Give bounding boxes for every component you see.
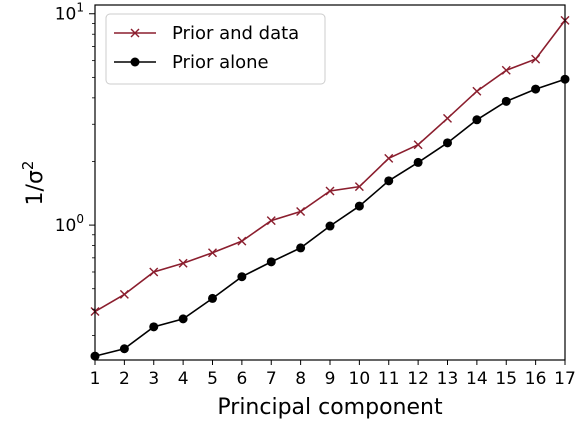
- data-point-prior-alone: [325, 221, 335, 231]
- data-point-prior-and-data: [266, 216, 276, 226]
- data-point-prior-and-data: [237, 236, 247, 246]
- data-point-prior-and-data: [208, 248, 217, 258]
- data-point-prior-alone: [237, 272, 247, 282]
- data-point-prior-alone: [472, 115, 482, 125]
- legend-marker-circle-icon: [130, 57, 140, 67]
- data-point-prior-and-data: [472, 86, 482, 96]
- data-point-prior-and-data: [501, 65, 511, 75]
- data-point-prior-and-data: [354, 182, 364, 192]
- legend-label-prior-and-data: Prior and data: [172, 23, 299, 44]
- data-point-prior-alone: [384, 176, 394, 186]
- plot-area: [90, 15, 570, 361]
- x-tick-label: 12: [407, 369, 429, 389]
- legend-label-prior-alone: Prior alone: [172, 52, 269, 73]
- data-point-prior-alone: [178, 314, 188, 324]
- x-tick-label: 7: [266, 369, 277, 389]
- x-tick-label: 4: [178, 369, 189, 389]
- x-tick-label: 14: [466, 369, 488, 389]
- data-point-prior-and-data: [149, 267, 159, 277]
- x-tick-label: 9: [325, 369, 336, 389]
- y-axis-label: 1/σ2: [19, 161, 48, 206]
- data-point-prior-and-data: [531, 54, 541, 64]
- data-point-prior-and-data: [178, 258, 188, 268]
- data-point-prior-and-data: [119, 289, 129, 299]
- data-point-prior-alone: [208, 293, 217, 303]
- x-tick-label: 1: [90, 369, 101, 389]
- x-tick-label: 15: [495, 369, 517, 389]
- x-tick-label: 17: [554, 369, 576, 389]
- data-point-prior-alone: [354, 201, 364, 211]
- data-point-prior-alone: [501, 96, 511, 106]
- x-tick-label: 11: [378, 369, 400, 389]
- x-tick-label: 13: [437, 369, 459, 389]
- series-line-prior-alone: [94, 78, 566, 357]
- y-tick-label: 100: [55, 212, 84, 236]
- x-tick-label: 2: [119, 369, 130, 389]
- data-point-prior-and-data: [384, 153, 394, 163]
- x-tick-label: 5: [207, 369, 218, 389]
- legend-marker-x-icon: [130, 28, 140, 38]
- x-tick-label: 16: [525, 369, 547, 389]
- x-axis-label: Principal component: [217, 395, 443, 420]
- data-point-prior-and-data: [413, 140, 423, 150]
- x-tick-label: 10: [349, 369, 371, 389]
- legend-box: [105, 13, 326, 85]
- data-point-prior-alone: [413, 157, 423, 167]
- legend: Prior and data Prior alone: [105, 13, 326, 85]
- x-tick-label: 6: [236, 369, 247, 389]
- data-point-prior-alone: [149, 322, 159, 332]
- data-point-prior-and-data: [443, 113, 452, 123]
- data-point-prior-alone: [443, 138, 452, 148]
- data-point-prior-and-data: [296, 206, 306, 216]
- data-point-prior-and-data: [325, 186, 335, 196]
- data-point-prior-alone: [296, 243, 306, 253]
- y-axis: 100 101: [55, 1, 95, 337]
- data-point-prior-alone: [531, 84, 541, 94]
- data-point-prior-alone: [119, 344, 129, 354]
- x-axis: 1 2 3 4 5 6 7 8 9 10 11 12 13 14 15 16 17: [90, 360, 576, 389]
- data-point-prior-alone: [266, 257, 276, 267]
- x-tick-label: 8: [295, 369, 306, 389]
- x-tick-label: 3: [148, 369, 159, 389]
- y-tick-label: 101: [55, 1, 84, 25]
